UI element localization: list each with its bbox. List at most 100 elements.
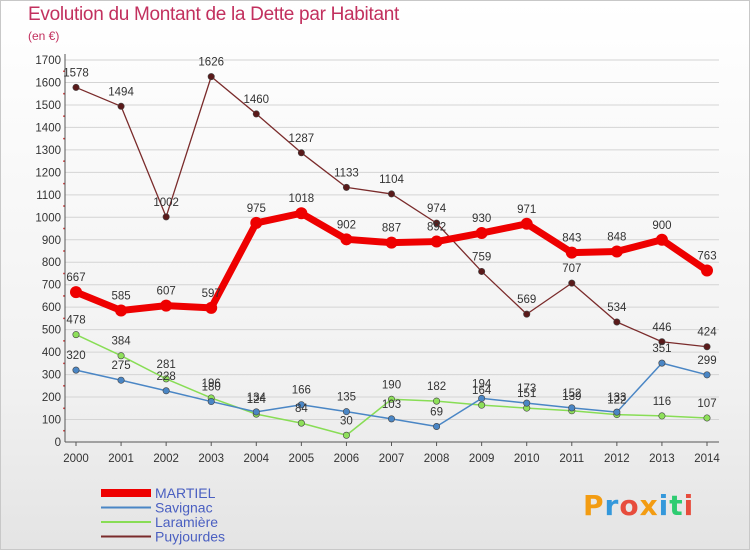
y-minor-tick <box>63 92 65 95</box>
data-label: 1578 <box>63 67 89 79</box>
data-point <box>433 219 441 227</box>
logo-letter: i <box>683 489 695 522</box>
data-point <box>117 352 125 360</box>
data-label: 124 <box>247 394 267 406</box>
y-minor-tick <box>63 70 65 73</box>
data-label: 166 <box>292 385 311 397</box>
data-label: 173 <box>517 383 536 395</box>
x-tick-label: 2009 <box>469 453 495 465</box>
data-label: 103 <box>382 399 401 411</box>
data-point <box>162 375 170 383</box>
data-label: 180 <box>202 382 221 394</box>
data-label: 843 <box>562 233 581 245</box>
x-tick-label: 2014 <box>694 453 720 465</box>
data-point <box>297 419 305 427</box>
legend-item-savignac: Savignac <box>101 500 213 516</box>
data-label: 1287 <box>289 133 315 145</box>
data-point <box>430 235 443 248</box>
x-tick-label: 2000 <box>63 453 89 465</box>
data-point <box>520 217 533 230</box>
y-tick-label: 100 <box>42 415 61 427</box>
x-tick-label: 2013 <box>649 453 675 465</box>
y-minor-tick <box>63 137 65 140</box>
data-point <box>658 359 666 367</box>
data-label: 151 <box>517 388 536 400</box>
chart-title: Evolution du Montant de la Dette par Hab… <box>28 4 399 25</box>
data-label: 597 <box>202 288 221 300</box>
x-tick-label: 2011 <box>559 453 584 465</box>
data-point <box>295 207 308 220</box>
data-label: 478 <box>66 315 85 327</box>
x-tick-label: 2007 <box>379 453 405 465</box>
logo-letter: o <box>619 489 640 522</box>
data-label: 351 <box>652 343 671 355</box>
data-point <box>478 267 486 275</box>
data-label: 607 <box>157 286 176 298</box>
x-tick-label: 2006 <box>334 453 360 465</box>
data-label: 902 <box>337 219 356 231</box>
y-tick-label: 500 <box>42 325 61 337</box>
y-tick-label: 0 <box>55 437 61 449</box>
x-tick-label: 2010 <box>514 453 540 465</box>
data-point <box>297 401 305 409</box>
data-label: 384 <box>111 336 131 348</box>
x-tick-label: 2005 <box>289 453 315 465</box>
data-label: 534 <box>607 302 627 314</box>
data-label: 1494 <box>108 86 134 98</box>
logo-letter: x <box>639 489 659 522</box>
y-tick-label: 300 <box>42 370 61 382</box>
data-label: 446 <box>652 322 671 334</box>
data-label: 299 <box>697 355 716 367</box>
data-point <box>433 397 441 405</box>
x-tick-label: 2003 <box>198 453 224 465</box>
data-point <box>205 301 218 314</box>
y-minor-tick <box>63 317 65 320</box>
series-puyjourdes <box>72 73 711 351</box>
data-point <box>115 304 128 317</box>
data-point <box>387 415 395 423</box>
data-label: 667 <box>66 272 85 284</box>
data-point <box>162 387 170 395</box>
y-tick-label: 1500 <box>35 100 61 112</box>
y-tick-label: 900 <box>42 235 61 247</box>
y-minor-tick <box>63 339 65 342</box>
y-minor-tick <box>63 362 65 365</box>
x-tick-label: 2012 <box>604 453 630 465</box>
data-point <box>703 414 711 422</box>
data-label: 1133 <box>334 167 359 179</box>
data-point <box>658 412 666 420</box>
y-minor-tick <box>63 160 65 163</box>
data-point <box>252 110 260 118</box>
data-label: 585 <box>111 291 130 303</box>
data-label: 1626 <box>198 57 224 69</box>
data-point <box>610 245 623 258</box>
data-label: 900 <box>652 220 671 232</box>
data-label: 763 <box>697 251 716 263</box>
data-label: 569 <box>517 294 536 306</box>
data-point <box>568 404 576 412</box>
data-point <box>655 233 668 246</box>
y-minor-tick <box>63 429 65 432</box>
data-point <box>297 149 305 157</box>
data-label: 975 <box>247 203 266 215</box>
x-tick-label: 2008 <box>424 453 450 465</box>
data-point <box>613 408 621 416</box>
data-label: 116 <box>653 396 671 408</box>
data-point <box>72 331 80 339</box>
series-martiel <box>70 207 713 317</box>
data-label: 135 <box>337 392 356 404</box>
y-tick-label: 1600 <box>35 77 61 89</box>
data-label: 759 <box>472 251 491 263</box>
y-tick-label: 400 <box>42 347 61 359</box>
data-point <box>701 264 713 277</box>
data-label: 122 <box>607 395 626 407</box>
data-point <box>117 376 125 384</box>
data-point <box>342 408 350 416</box>
data-point <box>568 279 576 287</box>
data-point <box>162 213 170 221</box>
data-point <box>385 236 398 249</box>
data-point <box>117 102 125 110</box>
legend-item-laramière: Laramière <box>101 514 218 530</box>
data-label: 139 <box>562 391 581 403</box>
data-point <box>433 422 441 430</box>
